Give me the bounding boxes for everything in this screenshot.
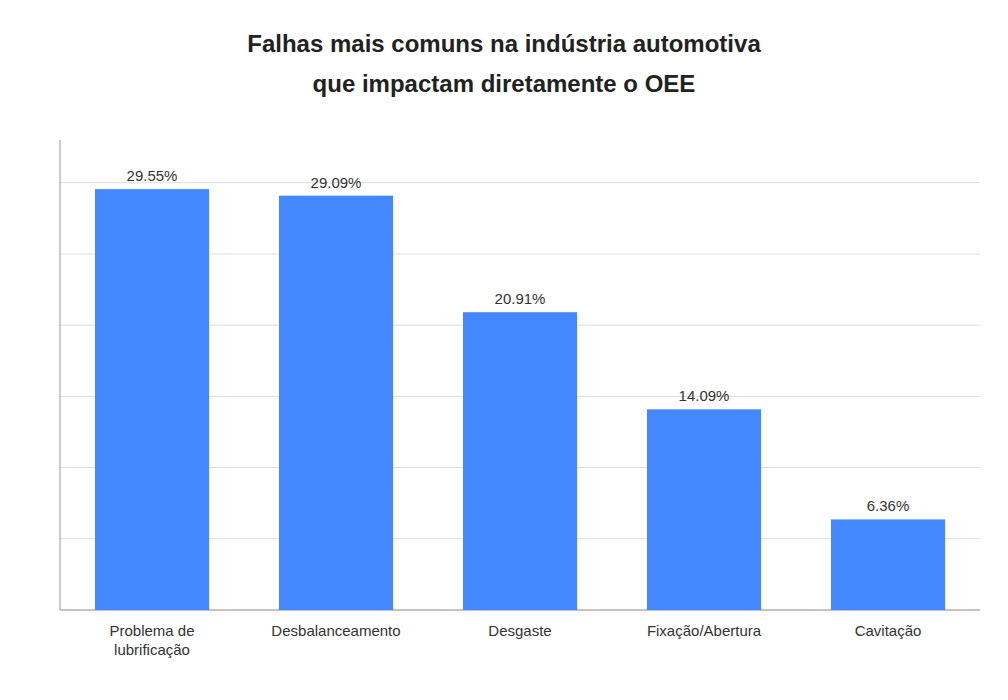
data-labels: 29.55% 29.09% 20.91% 14.09% 6.36% xyxy=(127,167,910,514)
grid xyxy=(60,183,980,610)
bar xyxy=(831,519,945,610)
data-label: 29.55% xyxy=(127,167,178,184)
x-tick-label: Desgaste xyxy=(488,622,551,639)
data-label: 14.09% xyxy=(679,387,730,404)
data-label: 29.09% xyxy=(311,174,362,191)
chart: Falhas mais comuns na indústria automoti… xyxy=(0,0,1008,700)
grid-line xyxy=(60,182,980,183)
subtitle: que impactam diretamente o OEE xyxy=(313,70,696,97)
y-axis-line xyxy=(60,140,61,610)
data-label: 6.36% xyxy=(867,497,910,514)
bar xyxy=(647,409,761,610)
data-label: 20.91% xyxy=(495,290,546,307)
x-tick-label: Desbalanceamento xyxy=(271,622,400,639)
bars xyxy=(95,189,945,610)
x-tick-labels: Problema delubrificação Desbalanceamento D… xyxy=(109,622,921,658)
bar xyxy=(463,312,577,610)
bar xyxy=(95,189,209,610)
x-tick-label: Fixação/Abertura xyxy=(647,622,762,639)
x-tick-label: Problema delubrificação xyxy=(109,622,194,658)
title: Falhas mais comuns na indústria automoti… xyxy=(247,30,761,57)
x-tick-label: Cavitação xyxy=(855,622,922,639)
bar xyxy=(279,196,393,610)
